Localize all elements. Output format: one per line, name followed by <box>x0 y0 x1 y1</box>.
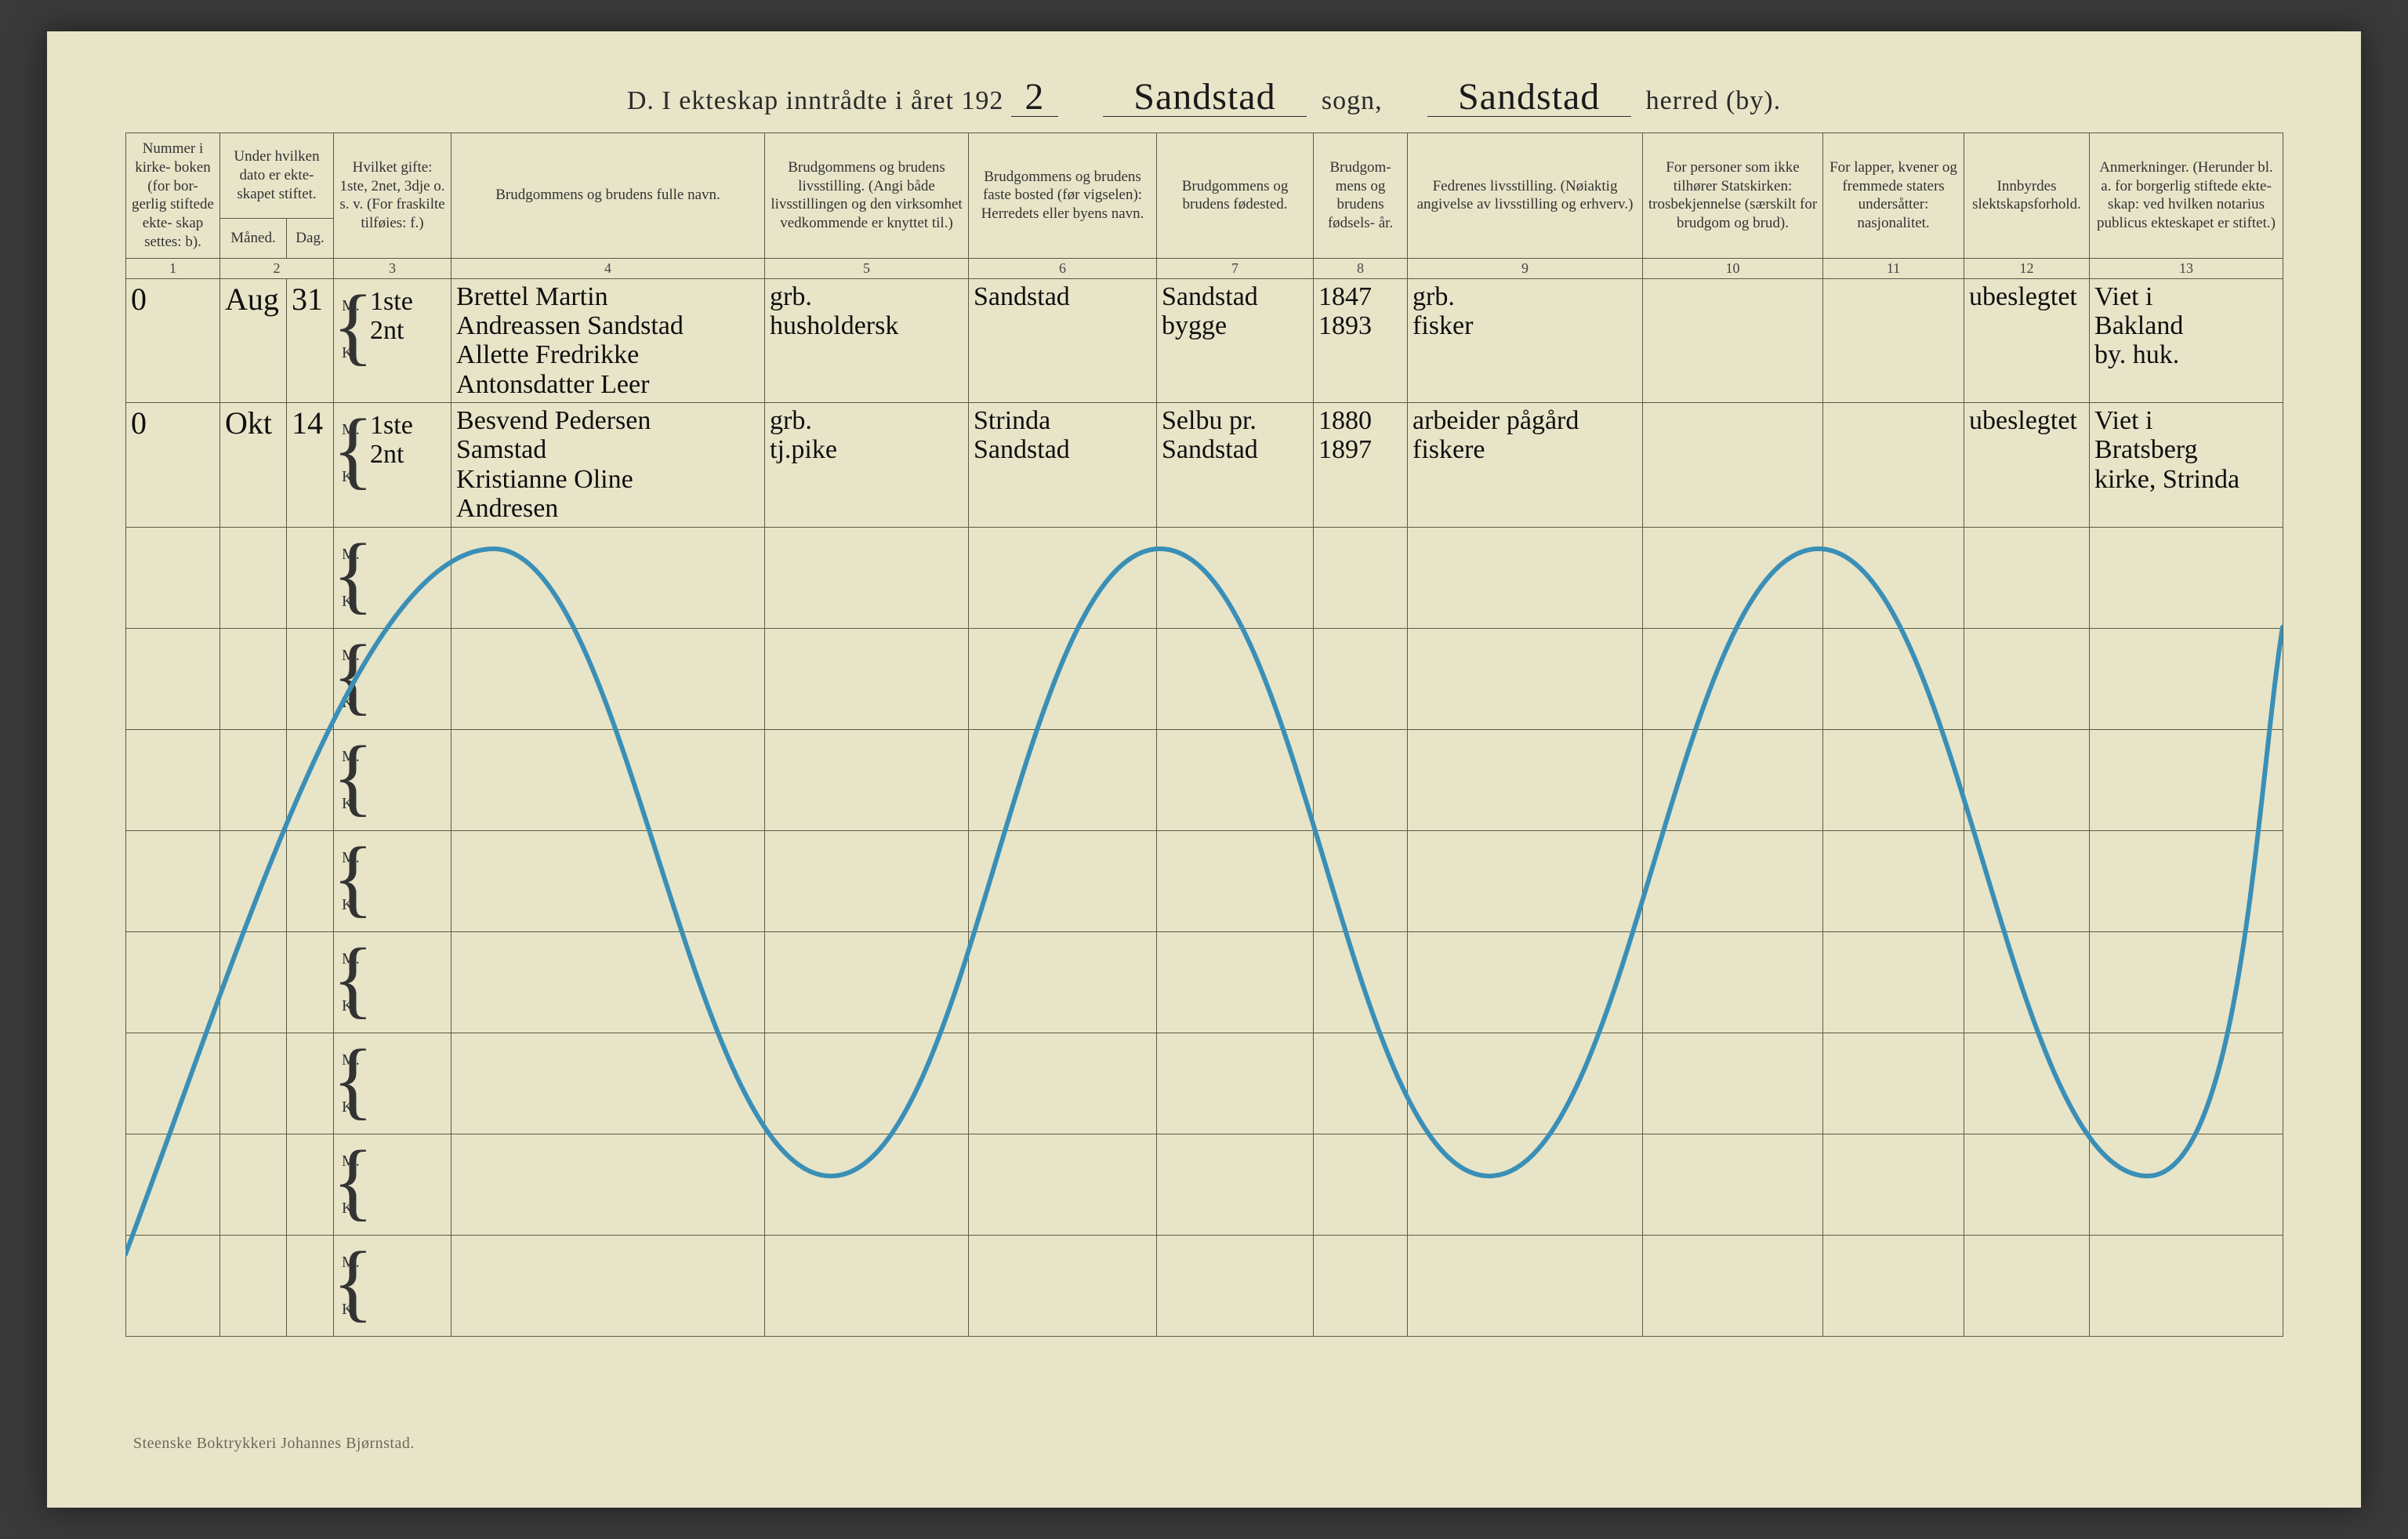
cell-fathers: grb. fisker <box>1408 278 1643 403</box>
cell-notes: Viet i Bratsberg kirke, Strinda <box>2090 403 2283 528</box>
cell-notes: Viet i Bakland by. huk. <box>2090 278 2283 403</box>
table-row: {M.K. <box>126 931 2283 1033</box>
col-header-13: Anmerkninger. (Herunder bl. a. for borge… <box>2090 133 2283 259</box>
cell-kinship: ubeslegtet <box>1964 403 2090 528</box>
colnum-11: 11 <box>1823 258 1964 278</box>
brace-icon: { <box>332 935 374 1022</box>
cell-birthplace: Sandstad bygge <box>1157 278 1314 403</box>
cell-gifte: {M.K. <box>334 1134 452 1235</box>
cell-birthyears: 1880 1897 <box>1314 403 1408 528</box>
colnum-10: 10 <box>1643 258 1823 278</box>
col-header-5: Brudgommens og brudens livsstilling. (An… <box>765 133 969 259</box>
table-header: Nummer i kirke- boken (for bor- gerlig s… <box>126 133 2283 279</box>
cell-names: Brettel Martin Andreassen Sandstad Allet… <box>452 278 765 403</box>
cell-kinship: ubeslegtet <box>1964 278 2090 403</box>
colnum-2: 2 <box>220 258 334 278</box>
cell-fathers: arbeider pågård fiskere <box>1408 403 1643 528</box>
colnum-1: 1 <box>126 258 220 278</box>
herred-label: herred (by). <box>1646 86 1781 115</box>
cell-nationality <box>1823 278 1964 403</box>
col-header-8: Brudgom- mens og brudens fødsels- år. <box>1314 133 1408 259</box>
register-table: Nummer i kirke- boken (for bor- gerlig s… <box>125 132 2283 1337</box>
column-number-row: 1 2 3 4 5 6 7 8 9 10 11 12 13 <box>126 258 2283 278</box>
colnum-8: 8 <box>1314 258 1408 278</box>
col-header-11: For lapper, kvener og fremmede staters u… <box>1823 133 1964 259</box>
cell-faith <box>1643 278 1823 403</box>
cell-gifte: {M.K. <box>334 628 452 729</box>
cell-gifte: {M.K. <box>334 830 452 931</box>
title-prefix: D. I ekteskap inntrådte i året 192 <box>627 86 1004 115</box>
form-title: D. I ekteskap inntrådte i året 192 2 San… <box>125 78 2283 117</box>
col-header-7: Brudgommens og brudens fødested. <box>1157 133 1314 259</box>
table-row: 0 Aug 31 { M. K. 1ste 2nt Brettel Martin… <box>126 278 2283 403</box>
brace-icon: { <box>332 531 374 617</box>
col-header-2: Under hvilken dato er ekte- skapet stift… <box>220 133 334 219</box>
col-header-4: Brudgommens og brudens fulle navn. <box>452 133 765 259</box>
table-row: {M.K. <box>126 1033 2283 1134</box>
cell-residence: Strinda Sandstad <box>969 403 1157 528</box>
cell-month: Okt <box>220 403 287 528</box>
colnum-9: 9 <box>1408 258 1643 278</box>
brace-icon: { <box>332 733 374 819</box>
col-header-12: Innbyrdes slektskapsforhold. <box>1964 133 2090 259</box>
table-row: {M.K. <box>126 729 2283 830</box>
cell-gifte: {M.K. <box>334 1033 452 1134</box>
colnum-12: 12 <box>1964 258 2090 278</box>
colnum-4: 4 <box>452 258 765 278</box>
table-row: {M.K. <box>126 1134 2283 1235</box>
cell-residence: Sandstad <box>969 278 1157 403</box>
table-row: {M.K. <box>126 527 2283 628</box>
colnum-13: 13 <box>2090 258 2283 278</box>
herred-handwritten: Sandstad <box>1427 78 1631 117</box>
cell-occupation: grb. husholdersk <box>765 278 969 403</box>
table-row: {M.K. <box>126 1235 2283 1336</box>
gifte-hw: 1ste 2nt <box>367 282 416 350</box>
cell-num: 0 <box>126 403 220 528</box>
cell-num: 0 <box>126 278 220 403</box>
colnum-6: 6 <box>969 258 1157 278</box>
brace-icon: { <box>332 1239 374 1325</box>
cell-gifte: {M.K. <box>334 729 452 830</box>
table-body: 0 Aug 31 { M. K. 1ste 2nt Brettel Martin… <box>126 278 2283 1336</box>
cell-month: Aug <box>220 278 287 403</box>
cell-faith <box>1643 403 1823 528</box>
cell-gifte: { M. K. 1ste 2nt <box>334 278 452 403</box>
table-row: 0 Okt 14 { M. K. 1ste 2nt Besvend Peders… <box>126 403 2283 528</box>
gifte-hw: 1ste 2nt <box>367 406 416 474</box>
cell-birthplace: Selbu pr. Sandstad <box>1157 403 1314 528</box>
year-suffix-handwritten: 2 <box>1011 78 1058 117</box>
colnum-7: 7 <box>1157 258 1314 278</box>
cell-birthyears: 1847 1893 <box>1314 278 1408 403</box>
cell-gifte: {M.K. <box>334 1235 452 1336</box>
cell-names: Besvend Pedersen Samstad Kristianne Olin… <box>452 403 765 528</box>
cell-day: 14 <box>287 403 334 528</box>
cell-day: 31 <box>287 278 334 403</box>
cell-gifte: {M.K. <box>334 931 452 1033</box>
sogn-handwritten: Sandstad <box>1103 78 1307 117</box>
cell-gifte: { M. K. 1ste 2nt <box>334 403 452 528</box>
content-frame: D. I ekteskap inntrådte i året 192 2 San… <box>125 78 2283 1396</box>
col-header-3: Hvilket gifte: 1ste, 2net, 3dje o. s. v.… <box>334 133 452 259</box>
colnum-5: 5 <box>765 258 969 278</box>
col-header-10: For personer som ikke tilhører Statskirk… <box>1643 133 1823 259</box>
cell-gifte: {M.K. <box>334 527 452 628</box>
col-header-2a: Måned. <box>220 219 287 258</box>
brace-icon: { <box>332 1138 374 1224</box>
cell-occupation: grb. tj.pike <box>765 403 969 528</box>
table-row: {M.K. <box>126 830 2283 931</box>
col-header-6: Brudgommens og brudens faste bosted (før… <box>969 133 1157 259</box>
table-row: {M.K. <box>126 628 2283 729</box>
colnum-3: 3 <box>334 258 452 278</box>
register-page: D. I ekteskap inntrådte i året 192 2 San… <box>47 31 2361 1508</box>
sogn-label: sogn, <box>1322 86 1383 115</box>
brace-icon: { <box>332 632 374 718</box>
cell-nationality <box>1823 403 1964 528</box>
col-header-1: Nummer i kirke- boken (for bor- gerlig s… <box>126 133 220 259</box>
printer-footer: Steenske Boktrykkeri Johannes Bjørnstad. <box>133 1435 415 1453</box>
brace-icon: { <box>332 1036 374 1123</box>
col-header-2b: Dag. <box>287 219 334 258</box>
col-header-9: Fedrenes livsstilling. (Nøiaktig angivel… <box>1408 133 1643 259</box>
brace-icon: { <box>332 834 374 920</box>
